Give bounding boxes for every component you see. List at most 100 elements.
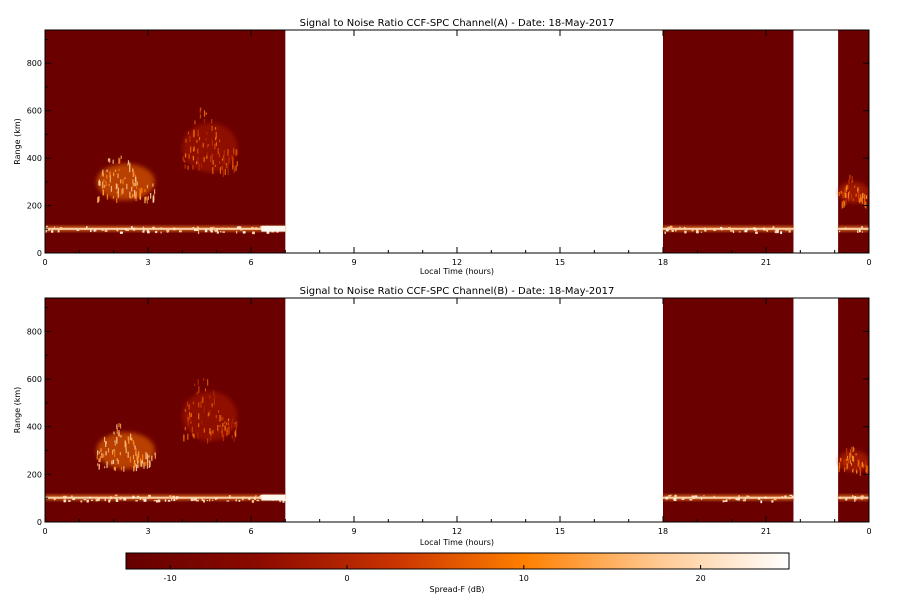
plume-streak: [142, 454, 144, 461]
plume-streak: [140, 458, 142, 463]
plume-streak: [235, 424, 237, 431]
echo-speck: [173, 227, 176, 231]
plume-streak: [228, 431, 230, 435]
plume-streak: [152, 183, 154, 187]
plume-streak: [197, 148, 199, 154]
echo-speck: [252, 231, 255, 235]
echo-speck: [668, 495, 671, 497]
plume-streak: [852, 469, 854, 473]
plume-streak: [845, 193, 848, 198]
plume-streak: [233, 424, 235, 428]
plume-streak: [133, 460, 136, 468]
echo-speck: [119, 497, 122, 500]
plume-streak: [855, 193, 857, 197]
plume-streak: [135, 197, 137, 202]
x-tick-label: 18: [658, 527, 668, 536]
echo-speck: [238, 499, 241, 502]
echo-speck: [136, 495, 140, 499]
echo-speck: [857, 229, 859, 233]
y-tick-label: 0: [37, 249, 42, 258]
plume-streak: [207, 437, 209, 444]
echo-speck: [760, 500, 763, 504]
plume-streak: [145, 452, 147, 460]
echo-speck: [691, 229, 694, 232]
plume-streak: [152, 195, 154, 203]
echo-speck: [202, 499, 204, 502]
plume-streak: [232, 161, 234, 168]
x-tick-label: 15: [555, 527, 565, 536]
colorbar: -10 0 10 20 Spread-F (dB): [125, 552, 790, 594]
echo-speck: [91, 499, 94, 501]
plume-streak: [219, 139, 221, 143]
colorbar-tick-label: 0: [344, 574, 349, 583]
plume-streak: [114, 443, 116, 446]
plume-streak: [206, 131, 208, 135]
plume-streak: [860, 197, 862, 202]
plume-streak: [133, 190, 136, 197]
plume-streak: [145, 196, 147, 201]
echo-speck: [194, 229, 197, 231]
echo-speck: [854, 498, 856, 502]
echo-speck: [772, 226, 775, 229]
echo-speck: [142, 228, 145, 231]
plume-streak: [198, 386, 200, 394]
plume-streak: [845, 458, 848, 462]
plume-streak: [100, 448, 102, 453]
echo-speck: [226, 500, 230, 502]
plume-streak: [231, 164, 234, 170]
plume-streak: [221, 425, 223, 431]
echo-speck: [68, 500, 71, 502]
plume-streak: [865, 464, 867, 471]
echo-speck: [730, 229, 733, 232]
plume-streak: [198, 136, 201, 141]
echo-speck: [861, 226, 863, 229]
plume-streak: [857, 187, 859, 191]
plume-streak: [234, 422, 236, 425]
plume-streak: [127, 160, 130, 165]
echo-speck: [858, 228, 861, 230]
echo-speck: [696, 229, 699, 233]
plume-streak: [223, 158, 225, 165]
plume-streak: [105, 451, 107, 456]
plume-streak: [130, 196, 132, 199]
plume-streak: [182, 156, 184, 161]
plume-streak: [197, 379, 199, 386]
echo-speck: [679, 226, 681, 229]
plume-streak: [189, 412, 191, 418]
plume-streak: [97, 196, 99, 200]
plume-streak: [860, 195, 862, 198]
data-interval-block: [838, 298, 869, 522]
plume-streak: [137, 464, 139, 469]
plume-streak: [187, 433, 189, 440]
echo-speck: [76, 229, 80, 231]
plume-streak: [132, 179, 134, 184]
echo-speck: [220, 230, 222, 233]
feature-e-layer-echo-band: [45, 225, 869, 235]
plume-streak: [213, 398, 216, 406]
echo-speck: [774, 231, 778, 234]
echo-speck: [198, 231, 200, 234]
echo-speck: [786, 497, 789, 499]
plume-streak: [135, 448, 137, 454]
plume-streak: [133, 459, 136, 463]
plume-streak: [861, 197, 863, 205]
y-tick-label: 800: [27, 59, 42, 68]
echo-speck: [132, 495, 135, 499]
echo-speck: [210, 227, 213, 229]
plume-streak: [855, 453, 857, 456]
echo-speck: [771, 500, 774, 503]
feature-spread-f-plume: [96, 423, 157, 472]
plume-streak: [193, 383, 196, 387]
echo-speck: [203, 499, 205, 503]
heatmap-area: [45, 30, 869, 253]
plume-streak: [235, 433, 237, 436]
plume-streak: [98, 451, 100, 454]
plume-streak: [860, 465, 862, 469]
plume-streak: [133, 441, 135, 446]
echo-speck: [172, 495, 175, 499]
echo-speck: [671, 230, 674, 232]
plume-streak: [184, 409, 187, 412]
plume-streak: [219, 424, 221, 427]
plume-streak: [843, 459, 845, 466]
